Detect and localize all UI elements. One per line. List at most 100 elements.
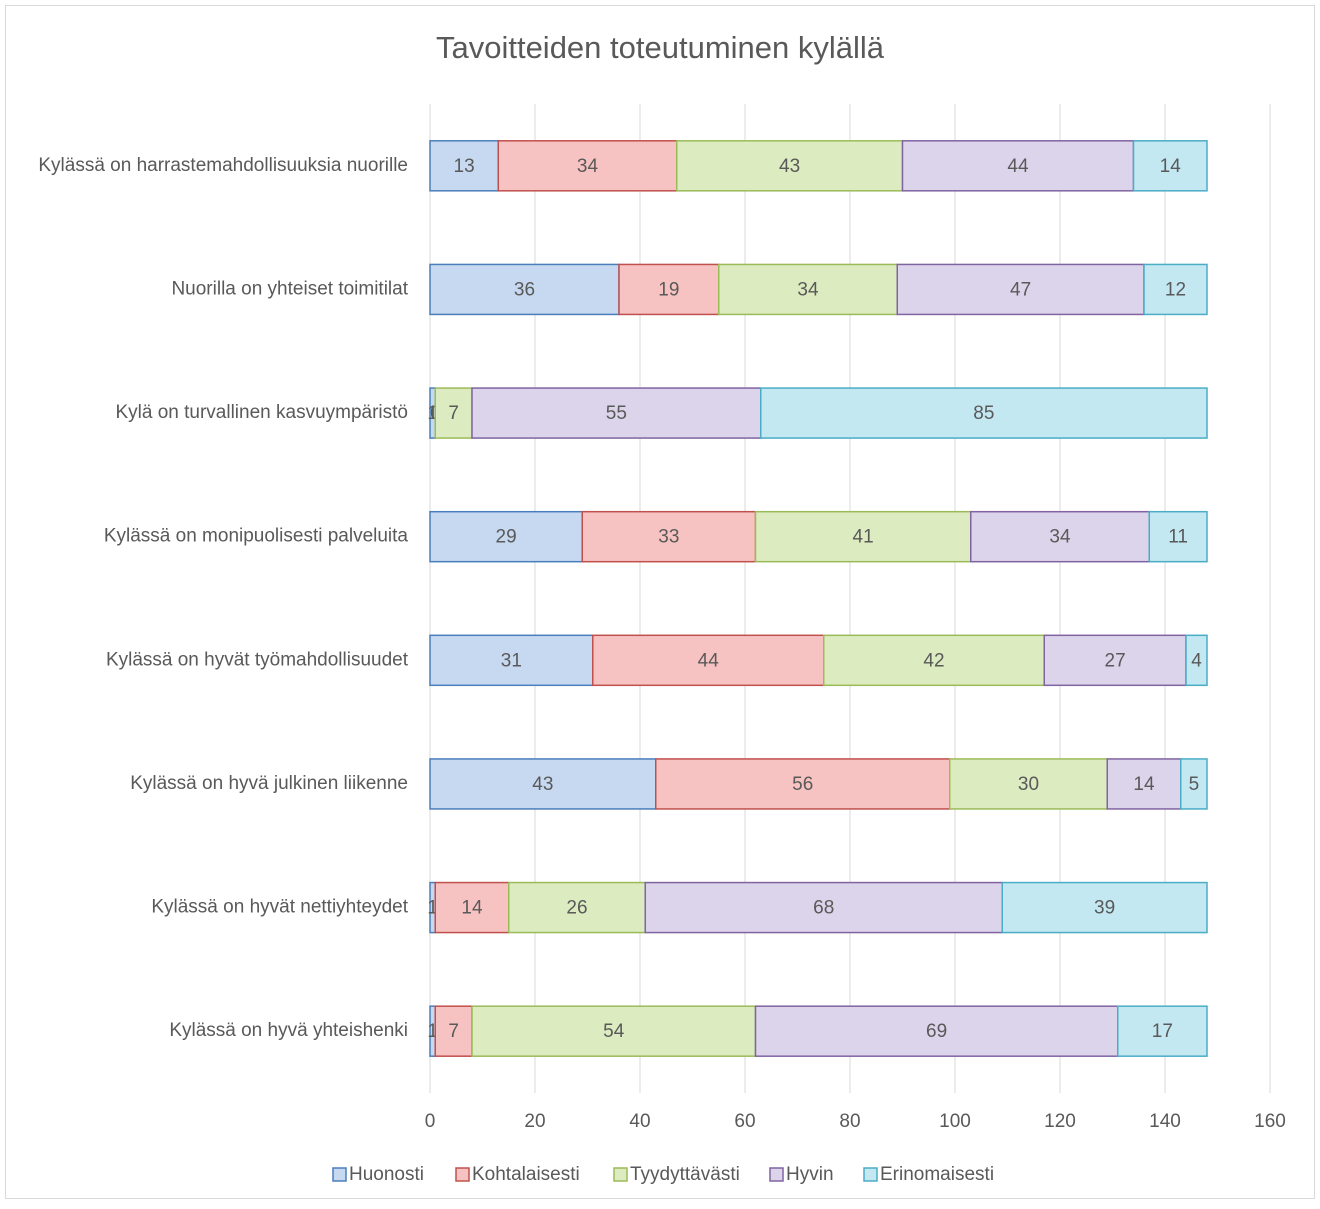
data-label: 27 — [1105, 650, 1126, 671]
bar-segment — [434, 387, 473, 439]
chart-frame — [5, 5, 1315, 1199]
bar-segment — [429, 758, 657, 810]
bar-segment — [718, 263, 898, 316]
bar-segment — [592, 634, 825, 687]
x-tick-label: 40 — [629, 1111, 650, 1132]
y-tick-label: Kylässä on hyvä julkinen liikenne — [130, 773, 408, 794]
data-label: 7 — [448, 403, 459, 424]
data-label: 14 — [1133, 774, 1155, 795]
data-label: 1 — [427, 898, 438, 919]
legend-swatch — [613, 1167, 628, 1182]
legend-label: Huonosti — [349, 1164, 424, 1185]
bar-segment — [618, 263, 720, 316]
bar-segment — [429, 634, 594, 687]
data-label: 11 — [1168, 527, 1188, 548]
legend-swatch — [863, 1167, 878, 1182]
bar-segment — [508, 881, 646, 934]
x-tick-label: 0 — [425, 1111, 436, 1132]
data-label: 26 — [566, 898, 587, 919]
bar-segment — [1143, 263, 1208, 316]
data-label: 30 — [1018, 774, 1039, 795]
y-tick-label: Kylässä on hyvä yhteishenki — [169, 1020, 408, 1041]
x-tick-label: 100 — [939, 1111, 971, 1132]
data-label: 44 — [698, 650, 720, 671]
y-tick-label: Kylässä on monipuolisesti palveluita — [104, 526, 409, 547]
y-tick-label: Nuorilla on yhteiset toimitilat — [171, 278, 408, 299]
bar-segment — [1106, 758, 1182, 810]
bar-segment — [896, 263, 1145, 316]
bar-segment — [434, 881, 510, 934]
data-label: 5 — [1189, 774, 1200, 795]
bar-segment — [1185, 634, 1208, 687]
data-label: 42 — [923, 650, 944, 671]
data-label: 33 — [658, 527, 679, 548]
data-label: 85 — [973, 403, 994, 424]
data-label: 1 — [427, 403, 438, 424]
data-label: 14 — [1160, 156, 1182, 177]
bar-segment — [949, 758, 1108, 810]
data-label: 43 — [779, 156, 800, 177]
bar-segment — [901, 140, 1135, 192]
x-tick-label: 140 — [1149, 1111, 1181, 1132]
bar-segment — [1148, 510, 1208, 563]
data-label: 17 — [1152, 1021, 1173, 1042]
bar-segment — [823, 634, 1045, 687]
bar-segment — [429, 510, 583, 563]
x-tick-label: 20 — [524, 1111, 545, 1132]
data-label: 12 — [1165, 279, 1186, 300]
bar-segment — [471, 387, 762, 439]
data-label: 55 — [606, 403, 627, 424]
data-label: 68 — [813, 898, 834, 919]
bar-segment — [676, 140, 904, 192]
bar-segment — [497, 140, 678, 192]
bar-segment — [434, 1005, 473, 1057]
legend-swatch — [332, 1167, 347, 1182]
x-tick-label: 120 — [1044, 1111, 1076, 1132]
y-tick-label: Kylässä on hyvät työmahdollisuudet — [106, 649, 409, 670]
data-label: 14 — [461, 898, 483, 919]
bar-segment — [760, 387, 1208, 439]
bar-segment — [471, 1005, 757, 1057]
legend-swatch — [769, 1167, 784, 1182]
bar-segment — [1043, 634, 1187, 687]
data-label: 19 — [658, 279, 679, 300]
bar-segment — [1132, 140, 1208, 192]
legend-label: Kohtalaisesti — [472, 1164, 580, 1185]
legend-label: Tyydyttävästi — [630, 1164, 740, 1185]
bar-segment — [429, 140, 499, 192]
legend-label: Erinomaisesti — [880, 1164, 994, 1185]
data-label: 41 — [853, 527, 874, 548]
data-label: 34 — [577, 156, 599, 177]
bar-segment — [1180, 758, 1208, 810]
x-tick-label: 80 — [839, 1111, 860, 1132]
data-label: 1 — [427, 1021, 438, 1042]
bar-segment — [655, 758, 951, 810]
bar-segment — [429, 263, 620, 316]
data-label: 43 — [532, 774, 553, 795]
bar-segment — [644, 881, 1003, 934]
bar-segment — [581, 510, 757, 563]
bar-segment — [1117, 1005, 1208, 1057]
data-label: 36 — [514, 279, 535, 300]
data-label: 56 — [792, 774, 813, 795]
data-label: 31 — [501, 650, 522, 671]
x-tick-label: 160 — [1254, 1111, 1286, 1132]
y-tick-label: Kylässä on harrastemahdollisuuksia nuori… — [38, 155, 408, 176]
data-label: 69 — [926, 1021, 947, 1042]
legend-swatch — [455, 1167, 470, 1182]
data-label: 34 — [1049, 527, 1071, 548]
data-label: 34 — [797, 279, 819, 300]
chart-title: Tavoitteiden toteutuminen kylällä — [436, 30, 885, 65]
data-label: 39 — [1094, 898, 1115, 919]
data-label: 54 — [603, 1021, 625, 1042]
legend-label: Hyvin — [786, 1164, 834, 1185]
data-label: 4 — [1191, 650, 1202, 671]
bar-segment — [1001, 881, 1208, 934]
bar-segment — [970, 510, 1150, 563]
data-label: 7 — [448, 1021, 459, 1042]
data-label: 44 — [1007, 156, 1029, 177]
y-tick-label: Kylä on turvallinen kasvuympäristö — [115, 402, 408, 423]
data-label: 47 — [1010, 279, 1031, 300]
data-label: 13 — [454, 156, 475, 177]
